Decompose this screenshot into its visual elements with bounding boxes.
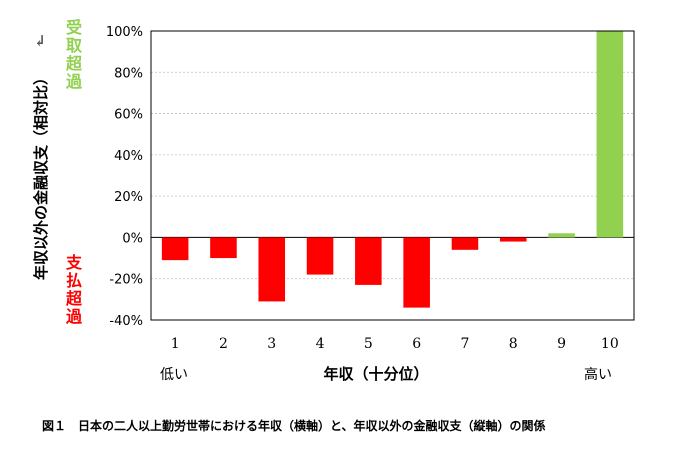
note-char: 過 <box>65 72 83 91</box>
bar-9 <box>548 233 575 238</box>
bar-6 <box>403 237 430 308</box>
note-char: 過 <box>65 307 83 326</box>
bar-3 <box>258 237 286 302</box>
bar-1 <box>161 237 189 261</box>
y-tick-label: -40% <box>109 314 143 329</box>
y-tick-label: 100% <box>106 25 143 40</box>
y-axis-label: 年収以外の金融収支（相対比） <box>32 70 50 280</box>
y-tick-label: 60% <box>114 108 143 123</box>
bar-4 <box>306 237 334 275</box>
x-tick-label: 5 <box>364 336 373 352</box>
note-char: 超 <box>65 54 83 73</box>
x-high-label: 高い <box>584 366 612 383</box>
x-tick-label: 2 <box>219 336 228 352</box>
x-tick-label: 7 <box>460 336 469 352</box>
y-tick-label: -20% <box>109 273 143 288</box>
bar-10 <box>596 31 624 238</box>
note-char: 支 <box>65 253 83 272</box>
y-tick-label: 40% <box>114 149 143 164</box>
y-tick-label: 20% <box>114 190 143 205</box>
x-tick-labels: 1 2 3 4 5 6 7 8 9 10 <box>171 336 619 352</box>
bar-2 <box>210 237 237 259</box>
plot-frame <box>150 30 635 321</box>
note-char: 受 <box>66 18 82 37</box>
axes <box>150 30 635 321</box>
bar-5 <box>355 237 382 285</box>
figure-caption: 図１ 日本の二人以上勤労世帯における年収（横軸）と、年収以外の金融収支（縦軸）の… <box>42 418 546 433</box>
note-char: 払 <box>66 271 82 290</box>
note-char: 超 <box>65 289 83 308</box>
x-tick-label: 4 <box>316 336 325 352</box>
x-tick-label: 10 <box>601 336 619 352</box>
bars <box>161 31 624 308</box>
note-char: 取 <box>66 36 82 55</box>
x-tick-label: 6 <box>412 336 421 352</box>
x-tick-label: 8 <box>509 336 518 352</box>
x-low-label: 低い <box>160 367 188 383</box>
x-tick-label: 1 <box>171 336 180 352</box>
bar-7 <box>451 237 479 250</box>
y-tick-labels: -40% -20% 0% 20% 40% 60% 80% 100% <box>106 25 143 329</box>
y-axis-label-mark: ↲ <box>34 32 47 50</box>
y-tick-label: 80% <box>114 66 143 81</box>
x-tick-label: 3 <box>267 336 276 352</box>
x-axis-label: 年収（十分位） <box>323 365 428 383</box>
y-tick-label: 0% <box>122 231 143 246</box>
bar-8 <box>499 237 527 242</box>
x-tick-label: 9 <box>557 336 566 352</box>
